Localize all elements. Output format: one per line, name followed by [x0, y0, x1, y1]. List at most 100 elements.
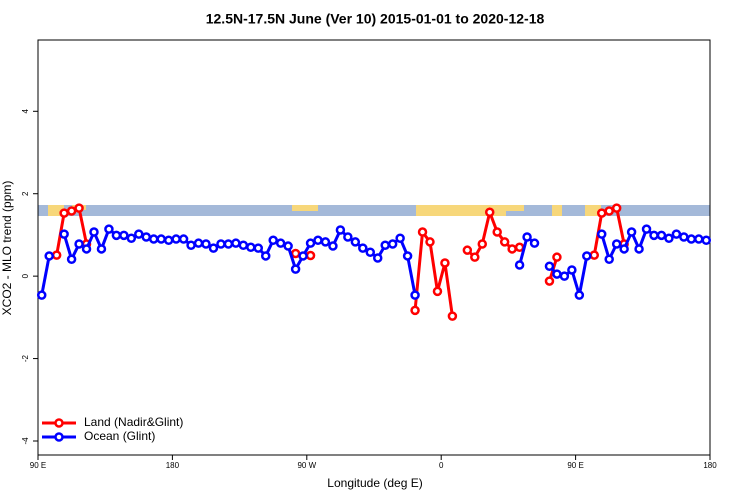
data-point [96, 244, 107, 254]
data-point [544, 276, 555, 286]
data-point [238, 240, 249, 250]
y-tick-label: 4 [21, 109, 30, 114]
data-point [694, 234, 704, 244]
data-point [66, 254, 77, 264]
data-point [74, 203, 84, 213]
data-point [268, 235, 278, 246]
data-point [260, 251, 271, 261]
data-point [440, 258, 450, 268]
legend-marker [54, 432, 64, 442]
x-tick-label: 90 W [297, 461, 316, 470]
data-point [484, 207, 495, 218]
data-point [432, 286, 443, 297]
data-point [36, 290, 47, 300]
data-point [148, 234, 159, 244]
data-point [604, 206, 614, 216]
data-point [634, 244, 644, 254]
data-point [81, 244, 92, 254]
data-point [74, 239, 84, 249]
data-point [410, 290, 420, 300]
data-point [582, 251, 592, 261]
data-point [298, 251, 308, 261]
data-point [335, 225, 346, 235]
data-point [552, 269, 562, 279]
data-point [477, 239, 488, 249]
y-tick-label: -2 [21, 354, 30, 362]
data-point [186, 240, 196, 250]
data-point [679, 232, 689, 242]
data-point [216, 239, 226, 249]
data-point [44, 251, 54, 261]
data-point [522, 232, 532, 242]
data-point [701, 235, 712, 246]
data-point [313, 235, 323, 246]
x-tick-label: 180 [703, 461, 717, 470]
data-point [290, 264, 301, 274]
legend-label: Ocean (Glint) [84, 429, 155, 443]
data-point [641, 224, 652, 234]
data-point [552, 252, 562, 262]
data-point [283, 241, 293, 251]
data-point [305, 250, 316, 261]
data-point [141, 232, 152, 242]
data-point [619, 244, 629, 254]
data-point [410, 305, 420, 316]
data-point [492, 227, 502, 237]
x-tick-label: 90 E [567, 461, 583, 470]
data-point [66, 206, 77, 216]
data-point [514, 242, 525, 253]
data-point [89, 227, 99, 237]
y-tick-label: 2 [21, 191, 30, 196]
data-point [604, 254, 614, 264]
data-point [350, 237, 361, 247]
data-point [686, 234, 697, 244]
data-point [59, 208, 69, 218]
data-point [507, 244, 517, 254]
y-tick-label: 0 [21, 273, 30, 278]
x-axis-label: Longitude (deg E) [327, 476, 422, 490]
data-point [380, 240, 390, 250]
data-point [372, 253, 383, 263]
data-point [171, 234, 181, 244]
data-point [447, 311, 458, 321]
data-point [290, 248, 301, 259]
data-point [156, 234, 166, 244]
legend-label: Land (Nadir&Glint) [84, 415, 183, 429]
data-point [417, 227, 428, 237]
series-line [413, 228, 454, 317]
data-point [365, 247, 376, 257]
data-point [425, 237, 435, 247]
data-point [656, 230, 667, 241]
data-point [671, 229, 682, 239]
data-point [275, 238, 286, 248]
data-point [611, 239, 622, 249]
data-point [119, 230, 129, 241]
data-point [611, 203, 622, 213]
data-point [231, 238, 241, 248]
series-line [40, 255, 51, 296]
data-point [343, 232, 353, 242]
data-point [589, 250, 600, 260]
data-point [111, 230, 122, 241]
data-point [305, 238, 316, 248]
chart-title: 12.5N-17.5N June (Ver 10) 2015-01-01 to … [206, 11, 545, 27]
data-point [193, 238, 204, 248]
data-point [462, 245, 473, 255]
data-point [395, 233, 405, 243]
y-axis-label: XCO2 - MLO trend (ppm) [0, 181, 14, 316]
legend-marker [54, 418, 64, 428]
data-point [208, 243, 219, 253]
data-point [358, 243, 368, 253]
data-point [134, 229, 144, 239]
data-point [596, 229, 607, 239]
data-point [470, 252, 480, 262]
data-point [529, 238, 540, 248]
data-point [328, 241, 338, 251]
x-tick-label: 0 [439, 461, 444, 470]
y-tick-label: -4 [21, 437, 30, 445]
data-point [664, 233, 674, 243]
data-point [223, 239, 234, 249]
data-point [253, 243, 264, 253]
data-point [163, 235, 174, 246]
